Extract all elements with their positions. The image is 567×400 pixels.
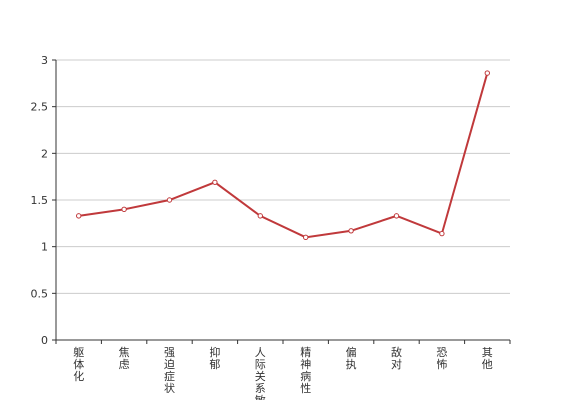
point <box>303 234 309 241</box>
x-tick-label: 人际关系敏感 <box>255 346 266 400</box>
y-tick-label: 3 <box>41 54 48 67</box>
point <box>257 213 263 219</box>
point <box>212 179 218 185</box>
y-tick-label: 0 <box>41 334 48 347</box>
x-tick-label: 焦虑 <box>119 346 130 371</box>
point <box>121 206 127 213</box>
x-tick-label: 抑郁 <box>209 345 220 371</box>
x-tick-label: 躯体化 <box>73 346 84 383</box>
point <box>439 230 445 237</box>
point <box>166 197 173 203</box>
y-tick-label: 2.5 <box>31 101 49 114</box>
point <box>348 228 354 234</box>
x-tick-label: 其他 <box>482 346 493 371</box>
y-tick-label: 0.5 <box>31 287 49 300</box>
point <box>393 213 400 219</box>
x-tick-label: 强迫症状 <box>164 346 175 395</box>
y-tick-label: 1.5 <box>31 194 49 207</box>
x-tick-label: 精神病性 <box>300 346 311 395</box>
x-tick-label: 偏执 <box>346 345 357 371</box>
line <box>78 72 489 239</box>
x-tick-label: 敌对 <box>391 345 402 371</box>
y-tick-label: 2 <box>41 147 48 160</box>
y-tick-label: 1 <box>41 241 48 254</box>
x-tick-label: 恐怖 <box>436 346 447 371</box>
point <box>484 70 490 76</box>
point <box>76 213 82 219</box>
